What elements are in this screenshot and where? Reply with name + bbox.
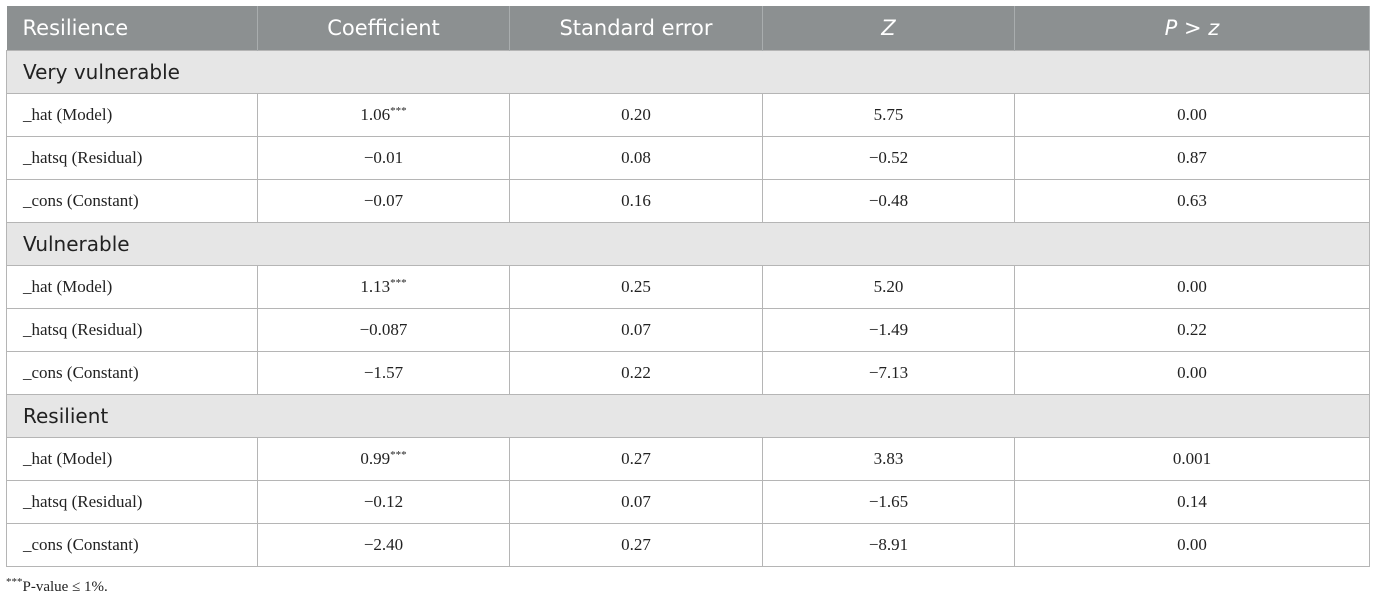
header-cell: Coefficient — [257, 6, 510, 51]
row-label: _hatsq (Residual) — [6, 136, 258, 180]
cell: −2.40 — [257, 523, 510, 567]
cell-value: 0.99 — [360, 449, 391, 468]
group-row: Resilient — [6, 394, 1370, 438]
footnote-text: P-value ≤ 1%. — [22, 579, 108, 595]
cell: 0.001 — [1014, 437, 1370, 481]
cell: 0.16 — [509, 179, 763, 223]
cell: 0.27 — [509, 437, 763, 481]
significance-marker: *** — [390, 105, 407, 117]
cell: 0.14 — [1014, 480, 1370, 524]
cell: −0.01 — [257, 136, 510, 180]
cell: 0.07 — [509, 308, 763, 352]
cell: −0.087 — [257, 308, 510, 352]
data-row: _cons (Constant) −1.57 0.22 −7.13 0.00 — [6, 351, 1370, 395]
group-label: Resilient — [6, 394, 1370, 438]
group-label: Vulnerable — [6, 222, 1370, 266]
header-row: Resilience Coefficient Standard error Z P > … — [6, 6, 1370, 51]
cell: −0.12 — [257, 480, 510, 524]
cell: −0.52 — [762, 136, 1015, 180]
cell: 0.22 — [509, 351, 763, 395]
data-row: _hatsq (Residual) −0.12 0.07 −1.65 0.14 — [6, 480, 1370, 524]
cell: 5.75 — [762, 93, 1015, 137]
group-label: Very vulnerable — [6, 50, 1370, 94]
cell: −7.13 — [762, 351, 1015, 395]
header-cell: Z — [762, 6, 1015, 51]
cell: 0.22 — [1014, 308, 1370, 352]
cell: −8.91 — [762, 523, 1015, 567]
cell: 0.00 — [1014, 93, 1370, 137]
group-row: Vulnerable — [6, 222, 1370, 266]
cell: −0.07 — [257, 179, 510, 223]
cell: 0.00 — [1014, 523, 1370, 567]
cell: 0.63 — [1014, 179, 1370, 223]
table-wrap: Resilience Coefficient Standard error Z P > … — [6, 6, 1370, 567]
header-cell: Resilience — [6, 6, 258, 51]
cell: 0.07 — [509, 480, 763, 524]
group-row: Very vulnerable — [6, 50, 1370, 94]
cell: −1.57 — [257, 351, 510, 395]
row-label: _cons (Constant) — [6, 523, 258, 567]
results-table: Resilience Coefficient Standard error Z P > … — [6, 6, 1370, 567]
cell: 0.99*** — [257, 437, 510, 481]
cell-value: 1.06 — [360, 105, 391, 124]
cell: 5.20 — [762, 265, 1015, 309]
cell: 0.27 — [509, 523, 763, 567]
cell: 0.25 — [509, 265, 763, 309]
cell: 0.00 — [1014, 351, 1370, 395]
significance-marker: *** — [390, 277, 407, 289]
row-label: _hatsq (Residual) — [6, 480, 258, 524]
cell: −1.49 — [762, 308, 1015, 352]
data-row: _hat (Model) 0.99*** 0.27 3.83 0.001 — [6, 437, 1370, 481]
data-row: _hatsq (Residual) −0.01 0.08 −0.52 0.87 — [6, 136, 1370, 180]
cell: 0.08 — [509, 136, 763, 180]
cell: −0.48 — [762, 179, 1015, 223]
row-label: _hatsq (Residual) — [6, 308, 258, 352]
footnote-marker: *** — [6, 576, 23, 588]
cell-value: 1.13 — [360, 277, 391, 296]
row-label: _hat (Model) — [6, 437, 258, 481]
cell: 0.87 — [1014, 136, 1370, 180]
data-row: _cons (Constant) −0.07 0.16 −0.48 0.63 — [6, 179, 1370, 223]
row-label: _hat (Model) — [6, 93, 258, 137]
footnote: ***P-value ≤ 1%. — [6, 576, 108, 596]
significance-marker: *** — [390, 449, 407, 461]
table-body: Very vulnerable _hat (Model) 1.06*** 0.20 5.… — [6, 50, 1370, 567]
row-label: _cons (Constant) — [6, 351, 258, 395]
cell: 3.83 — [762, 437, 1015, 481]
cell: 1.06*** — [257, 93, 510, 137]
cell: −1.65 — [762, 480, 1015, 524]
header-cell: Standard error — [509, 6, 763, 51]
data-row: _hat (Model) 1.13*** 0.25 5.20 0.00 — [6, 265, 1370, 309]
cell: 0.00 — [1014, 265, 1370, 309]
header-cell: P > z — [1014, 6, 1370, 51]
row-label: _hat (Model) — [6, 265, 258, 309]
data-row: _cons (Constant) −2.40 0.27 −8.91 0.00 — [6, 523, 1370, 567]
row-label: _cons (Constant) — [6, 179, 258, 223]
data-row: _hatsq (Residual) −0.087 0.07 −1.49 0.22 — [6, 308, 1370, 352]
cell: 1.13*** — [257, 265, 510, 309]
cell: 0.20 — [509, 93, 763, 137]
data-row: _hat (Model) 1.06*** 0.20 5.75 0.00 — [6, 93, 1370, 137]
